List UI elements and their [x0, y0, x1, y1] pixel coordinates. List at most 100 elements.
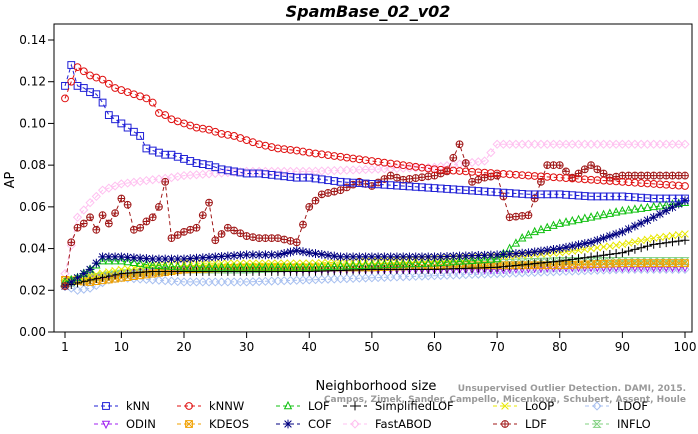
data-point [493, 169, 502, 178]
data-point [323, 250, 333, 260]
data-point [449, 154, 458, 162]
data-point [574, 240, 583, 250]
data-point [649, 180, 658, 188]
data-point [185, 277, 195, 287]
data-point [567, 255, 577, 264]
data-point [354, 252, 364, 262]
data-point [292, 166, 302, 177]
data-point [173, 254, 183, 264]
data-point [598, 139, 609, 149]
data-point [380, 259, 389, 269]
data-point [373, 259, 383, 269]
data-point [335, 274, 346, 284]
data-point [480, 187, 489, 196]
data-point [605, 265, 615, 275]
data-point [430, 184, 439, 192]
data-point [330, 187, 339, 196]
data-point [111, 115, 120, 124]
data-point [286, 173, 295, 181]
data-point [599, 176, 608, 185]
legend-label: LDOF [617, 399, 648, 413]
data-point [642, 264, 653, 275]
data-point [505, 139, 515, 149]
data-point [618, 177, 627, 186]
data-point [160, 276, 170, 286]
data-point [580, 266, 590, 276]
data-point [461, 251, 471, 261]
data-point [630, 178, 639, 187]
data-point [292, 275, 302, 285]
data-point [593, 243, 602, 252]
data-point [142, 254, 151, 263]
x-axis: 1 10 20 30 40 50 60 70 80 90 100 [61, 332, 696, 354]
data-point [73, 273, 82, 283]
data-point [612, 177, 621, 186]
data-point [304, 275, 314, 285]
data-point [593, 210, 602, 220]
data-point [461, 255, 471, 265]
data-point [574, 246, 583, 254]
data-point [98, 269, 107, 277]
data-point [524, 171, 533, 180]
data-point [248, 169, 257, 178]
data-point [379, 252, 389, 262]
data-point [630, 193, 639, 202]
data-point [537, 190, 545, 199]
data-point [392, 259, 402, 268]
data-point [186, 262, 195, 271]
data-point [612, 192, 621, 201]
data-point [674, 236, 684, 246]
data-point [498, 262, 508, 272]
data-point [229, 262, 239, 271]
data-point [674, 264, 684, 275]
data-point [605, 250, 615, 259]
data-point [442, 257, 452, 266]
x-tick-label: 90 [615, 340, 630, 354]
data-point [661, 139, 671, 149]
data-point [499, 188, 508, 197]
data-point [492, 268, 502, 279]
data-point [380, 180, 389, 189]
data-point [311, 196, 320, 205]
legend-item-loop: LoOP [493, 399, 554, 413]
data-point [568, 191, 577, 200]
data-point [624, 224, 634, 234]
data-point [373, 164, 383, 174]
data-point [674, 199, 684, 209]
data-point [480, 250, 489, 260]
data-point [436, 270, 446, 281]
y-tick-label: 0.08 [19, 158, 46, 172]
data-point [248, 250, 258, 260]
data-point [555, 173, 564, 182]
data-point [117, 194, 126, 203]
data-point [486, 250, 496, 260]
data-point [599, 209, 608, 219]
y-axis-label: AP [3, 171, 18, 188]
data-point [210, 252, 220, 262]
data-point [279, 276, 289, 286]
data-point [656, 180, 664, 189]
data-point [593, 165, 602, 174]
data-point [405, 258, 414, 268]
series-line [64, 66, 686, 187]
series-line [64, 63, 685, 199]
data-point [261, 262, 270, 271]
data-point [479, 156, 490, 166]
data-point [617, 264, 627, 275]
data-point [505, 189, 514, 197]
data-point [360, 273, 371, 283]
data-point [267, 276, 277, 286]
data-point [656, 194, 664, 203]
data-point [587, 244, 595, 253]
data-point [480, 254, 489, 264]
data-point [473, 251, 483, 260]
data-point [681, 230, 689, 238]
data-point [511, 268, 521, 278]
legend-item-odin: ODIN [94, 417, 156, 431]
data-point [254, 250, 264, 260]
data-point [448, 251, 458, 261]
data-point [154, 260, 164, 269]
data-point [524, 211, 533, 220]
data-point [254, 262, 264, 271]
